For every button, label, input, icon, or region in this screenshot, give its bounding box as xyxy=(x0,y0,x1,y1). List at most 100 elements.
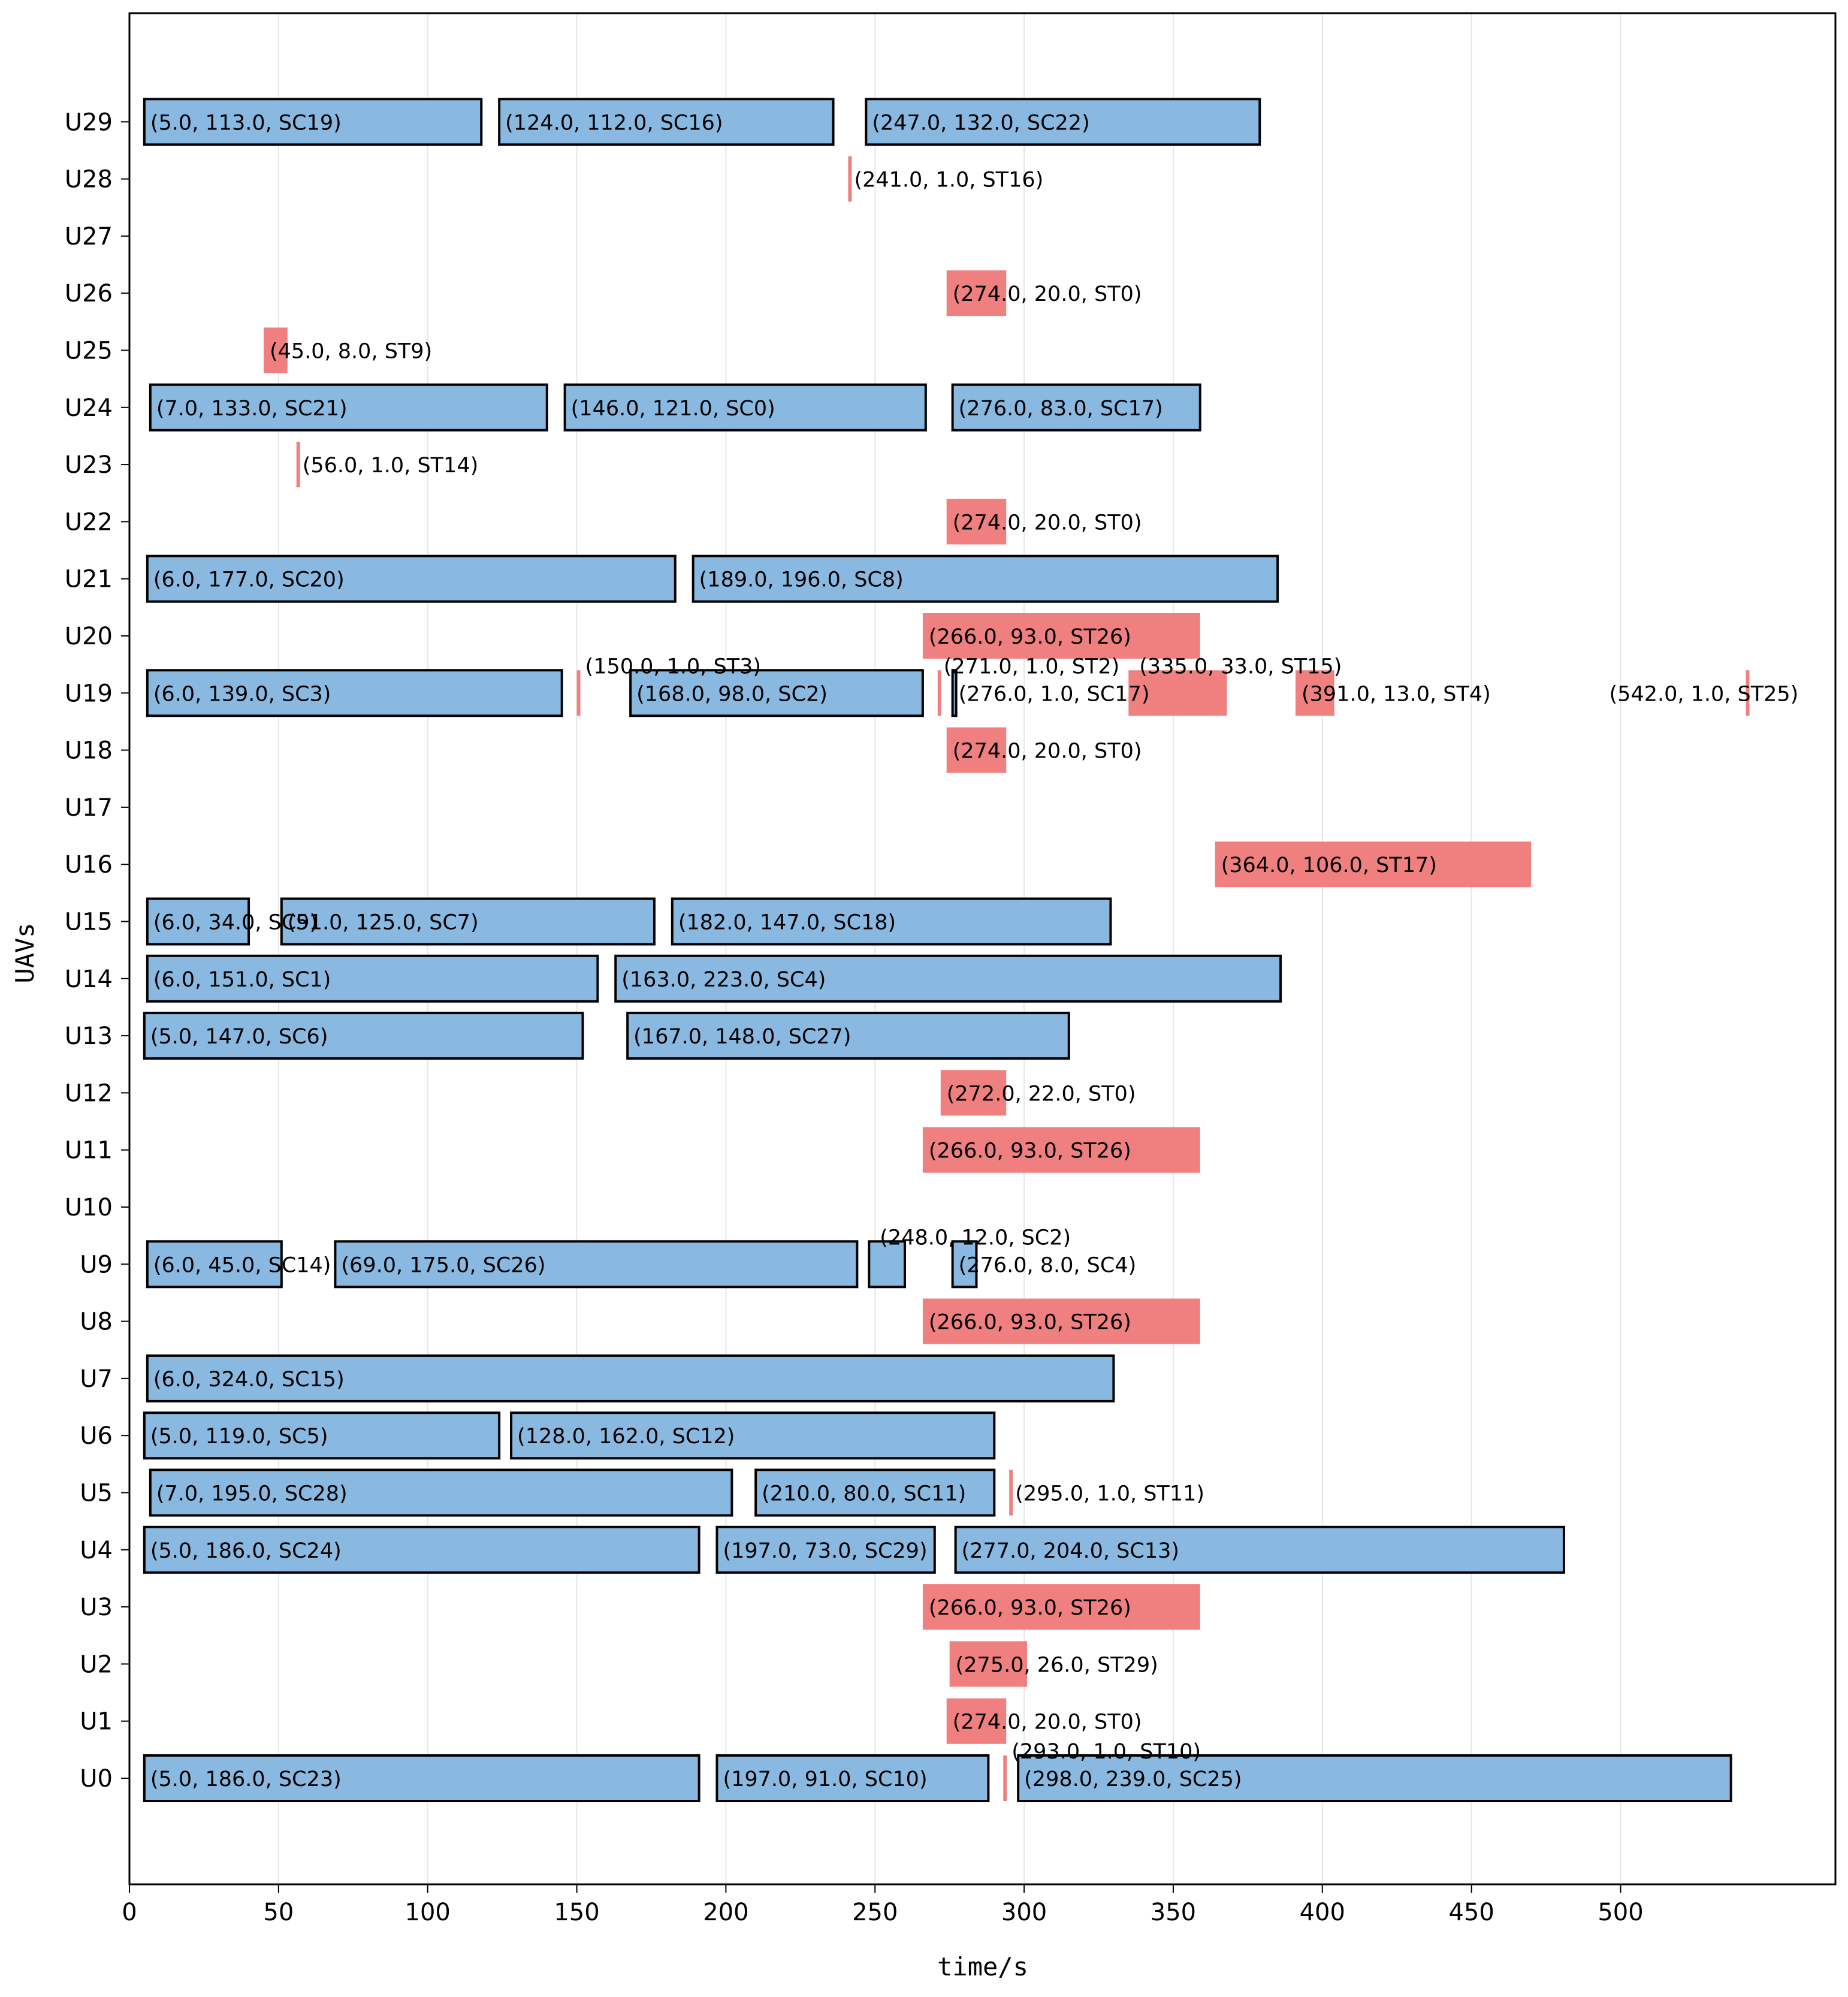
task-bar-u19-st15 xyxy=(1128,670,1227,716)
x-tick-label: 300 xyxy=(1001,1899,1047,1926)
task-bar-u15-sc7 xyxy=(280,897,656,946)
task-label: (128.0, 162.0, SC12) xyxy=(517,1425,735,1449)
task-label: (5.0, 119.0, SC5) xyxy=(150,1425,328,1449)
task-bar-u0-sc10 xyxy=(715,1754,990,1802)
task-bar-u19-sc3 xyxy=(146,669,563,717)
x-tick-label: 400 xyxy=(1300,1899,1345,1926)
x-tick-label: 100 xyxy=(405,1899,451,1926)
y-tick-label: U26 xyxy=(65,280,113,307)
y-tick-label: U7 xyxy=(80,1365,113,1393)
x-axis-ticks: 0 50 100 150 200 250 300 350 400 450 500 xyxy=(122,1884,1644,1926)
task-label: (168.0, 98.0, SC2) xyxy=(636,682,828,706)
task-label: (167.0, 148.0, SC27) xyxy=(633,1025,851,1049)
task-bar-u13-sc6 xyxy=(143,1012,584,1060)
task-bar-u24-sc0 xyxy=(563,383,927,432)
x-tick-label: 50 xyxy=(263,1899,294,1926)
task-label: (69.0, 175.0, SC26) xyxy=(341,1253,545,1277)
task-label: (274.0, 20.0, ST0) xyxy=(953,1711,1142,1734)
task-bar-u4-sc29 xyxy=(715,1525,936,1574)
task-bar-u3-st26 xyxy=(922,1584,1200,1630)
task-bar-u22-st0 xyxy=(946,499,1007,545)
y-tick-label: U10 xyxy=(65,1194,113,1221)
task-bar-u9-sc2 xyxy=(868,1240,907,1289)
task-bar-u13-sc27 xyxy=(626,1012,1070,1060)
task-label: (274.0, 20.0, ST0) xyxy=(953,511,1142,535)
task-label: (276.0, 8.0, SC4) xyxy=(959,1253,1137,1277)
task-bar-u0-st10 xyxy=(1003,1755,1007,1801)
task-bar-u12-st0 xyxy=(940,1070,1007,1116)
task-bar-u19-st3 xyxy=(576,670,581,716)
y-tick-label: U13 xyxy=(65,1022,113,1050)
task-label: (6.0, 139.0, SC3) xyxy=(153,682,331,706)
task-bar-u14-sc4 xyxy=(614,954,1282,1003)
task-bar-u16-st17 xyxy=(1215,841,1532,888)
task-label: (7.0, 133.0, SC21) xyxy=(156,397,348,421)
y-tick-label: U19 xyxy=(65,680,113,707)
y-tick-label: U29 xyxy=(65,108,113,136)
y-axis-ticks: U0 U1 U2 U3 U4 U5 U6 U7 U8 U9 U10 U11 U12 U13 U14 U15 U1… xyxy=(65,108,129,1793)
task-label: (124.0, 112.0, SC16) xyxy=(505,111,723,135)
task-bar-u24-sc17 xyxy=(951,383,1201,432)
task-label: (163.0, 223.0, SC4) xyxy=(621,968,826,992)
task-bar-u19-st4 xyxy=(1296,670,1334,716)
task-bar-u29-sc22 xyxy=(865,98,1261,146)
task-bar-u19-st25 xyxy=(1746,670,1750,716)
y-axis-label: UAVs xyxy=(10,922,40,983)
x-axis-label: time/s xyxy=(937,1952,1028,1981)
task-bar-u23-st14 xyxy=(296,442,300,488)
task-label: (277.0, 204.0, SC13) xyxy=(962,1539,1179,1563)
task-bar-u4-sc24 xyxy=(143,1525,700,1574)
task-label: (6.0, 177.0, SC20) xyxy=(153,568,345,592)
task-label: (5.0, 186.0, SC24) xyxy=(150,1539,342,1563)
task-bar-u0-sc23 xyxy=(143,1754,700,1802)
y-tick-label: U1 xyxy=(80,1708,113,1736)
task-bar-u20-st26 xyxy=(922,613,1200,659)
x-tick-label: 200 xyxy=(703,1899,748,1926)
task-bar-u25-st9 xyxy=(263,327,288,373)
task-label: (266.0, 93.0, ST26) xyxy=(929,625,1131,649)
x-tick-label: 450 xyxy=(1448,1899,1494,1926)
task-label: (5.0, 147.0, SC6) xyxy=(150,1025,328,1049)
task-label: (364.0, 106.0, ST17) xyxy=(1221,853,1437,877)
task-bar-u29-sc16 xyxy=(498,98,835,146)
task-label: (248.0, 12.0, SC2) xyxy=(880,1226,1071,1250)
task-label: (51.0, 125.0, SC7) xyxy=(288,911,479,935)
x-tick-label: 150 xyxy=(554,1899,599,1926)
y-tick-label: U2 xyxy=(80,1651,113,1678)
y-tick-label: U11 xyxy=(65,1137,113,1165)
task-bar-u26-st0 xyxy=(946,270,1007,316)
task-bar-u9-sc4 xyxy=(951,1240,978,1289)
task-bar-u18-st0 xyxy=(946,727,1007,773)
y-tick-label: U27 xyxy=(65,223,113,251)
y-tick-label: U5 xyxy=(80,1480,113,1507)
y-tick-label: U24 xyxy=(65,394,113,422)
task-label: (275.0, 26.0, ST29) xyxy=(956,1653,1158,1677)
y-tick-label: U21 xyxy=(65,566,113,593)
y-tick-label: U9 xyxy=(80,1251,113,1278)
y-tick-label: U0 xyxy=(80,1765,113,1793)
task-bar-u19-st2 xyxy=(937,670,941,716)
task-label: (293.0, 1.0, ST10) xyxy=(1011,1740,1201,1764)
task-bar-u19-sc17 xyxy=(951,669,958,717)
y-tick-label: U25 xyxy=(65,337,113,365)
task-label: (271.0, 1.0, ST2) xyxy=(944,654,1120,678)
task-bar-u28-st16 xyxy=(848,156,852,202)
task-label: (197.0, 73.0, SC29) xyxy=(723,1539,927,1563)
y-tick-label: U3 xyxy=(80,1594,113,1621)
task-bar-u19-sc2 xyxy=(629,669,924,717)
y-tick-label: U20 xyxy=(65,623,113,650)
task-label: (6.0, 45.0, SC14) xyxy=(153,1253,331,1277)
task-labels: (5.0, 186.0, SC23) (197.0, 91.0, SC10) (29… xyxy=(150,111,1798,1791)
task-label: (182.0, 147.0, SC18) xyxy=(678,911,896,935)
task-bar-u15-sc9 xyxy=(146,897,250,946)
y-tick-label: U15 xyxy=(65,909,113,936)
task-label: (274.0, 20.0, ST0) xyxy=(953,740,1142,764)
y-tick-label: U28 xyxy=(65,166,113,194)
task-label: (6.0, 151.0, SC1) xyxy=(153,968,331,992)
task-label: (276.0, 1.0, SC17) xyxy=(959,682,1150,706)
task-label: (295.0, 1.0, ST11) xyxy=(1015,1482,1204,1506)
task-label: (391.0, 13.0, ST4) xyxy=(1302,682,1491,706)
task-bar-u7-sc15 xyxy=(146,1354,1115,1402)
task-label: (45.0, 8.0, ST9) xyxy=(270,340,432,364)
x-tick-label: 500 xyxy=(1598,1899,1643,1926)
